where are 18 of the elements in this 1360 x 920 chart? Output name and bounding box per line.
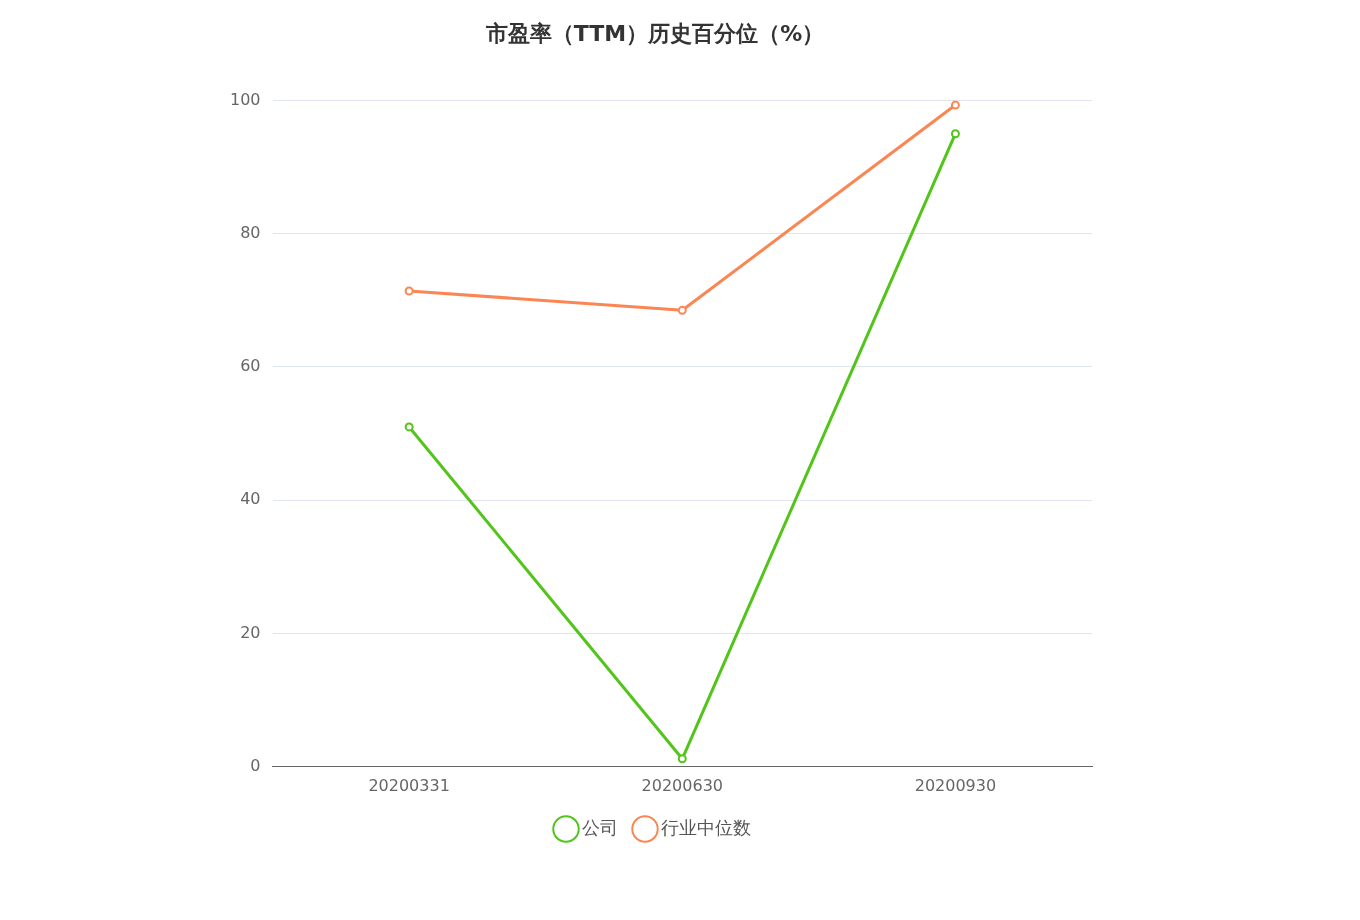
legend-label: 公司	[582, 816, 618, 838]
point	[677, 305, 687, 315]
point	[404, 422, 414, 432]
point	[677, 754, 687, 764]
x-tick-label: 20200331	[368, 775, 450, 795]
x-tick-label: 20200630	[641, 775, 723, 795]
y-tick-label: 100	[229, 89, 261, 109]
point	[950, 100, 960, 110]
y-tick-label: 20	[240, 622, 261, 642]
y-tick-label: 0	[250, 755, 261, 775]
y-tick-label: 80	[240, 222, 261, 242]
legend-label: 行业中位数	[661, 816, 751, 838]
point	[950, 129, 960, 139]
point	[404, 286, 414, 296]
chart-title: 市盈率（TTM）历史百分位（%）	[484, 20, 825, 46]
y-tick-label: 60	[240, 356, 261, 376]
x-tick-label: 20200930	[914, 775, 997, 795]
y-tick-label: 40	[240, 489, 261, 509]
